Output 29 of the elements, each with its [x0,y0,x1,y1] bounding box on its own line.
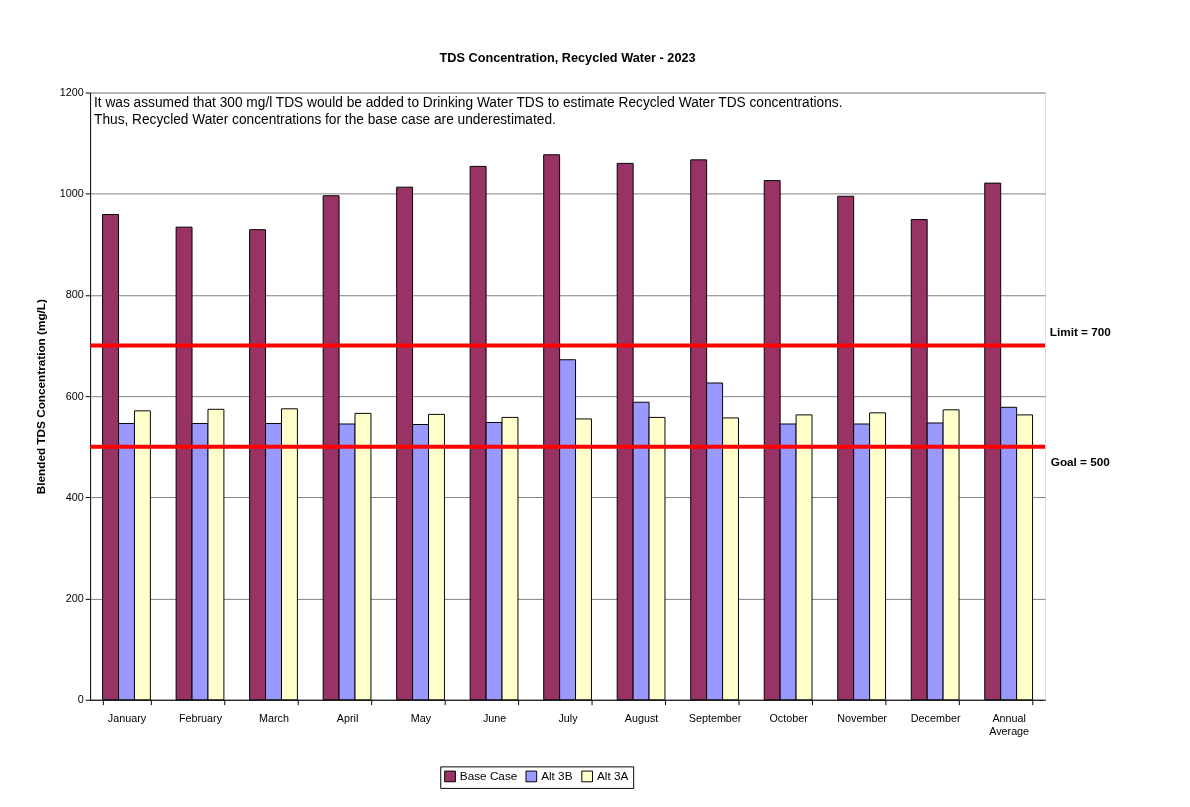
x-tick-label: December [910,711,961,724]
x-tick-label: October [769,711,809,724]
x-tick-label: September [688,711,742,724]
x-tick-label: April [336,711,359,724]
ref-line-label: Limit = 700 [1049,324,1112,338]
ref-line-label: Goal = 500 [1050,455,1111,469]
legend-label: Alt 3B [541,769,573,783]
x-tick-label: June [482,711,507,724]
y-tick-label: 800 [65,288,84,301]
chart-title: TDS Concentration, Recycled Water - 2023 [439,50,696,66]
y-axis-title: Blended TDS Concentration (mg/L) [34,298,48,495]
x-tick-label: January [107,711,147,724]
x-tick-label: February [178,711,223,724]
legend-label: Alt 3A [596,769,629,783]
legend-label: Base Case [459,769,518,783]
y-tick-label: 1000 [59,187,84,200]
x-tick-label: August [624,711,659,724]
annotation: Thus, Recycled Water concentrations for the base case are underestimated. [94,111,556,127]
y-tick-label: 400 [65,490,84,503]
x-tick-label: November [837,711,888,724]
y-tick-label: 200 [65,592,84,604]
x-tick-label: March [259,711,289,724]
x-tick-label: May [410,711,432,724]
annotation: It was assumed that 300 mg/l TDS would be added to Drinking Water TDS to estimate Recycled Water TDS concentrations. [94,95,843,111]
y-tick-label: 1200 [59,85,84,98]
x-tick-label: July [558,711,579,724]
x-tick-label: Annual Average [989,711,1030,737]
y-tick-label: 600 [65,389,84,402]
y-tick-label: 0 [77,693,84,706]
